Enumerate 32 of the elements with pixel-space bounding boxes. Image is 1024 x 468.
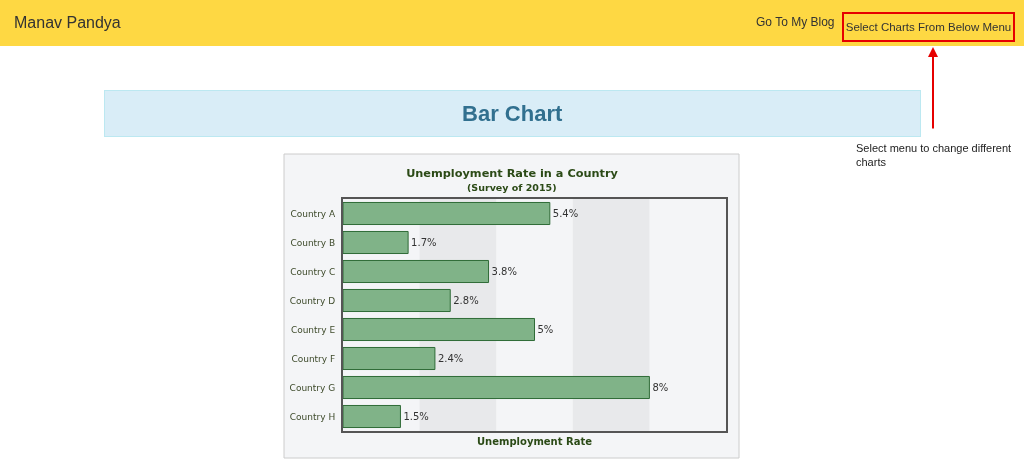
data-label: 5% xyxy=(537,324,554,335)
data-label: 5.4% xyxy=(552,208,579,219)
y-tick-label: Country C xyxy=(290,266,336,277)
y-tick-label: Country F xyxy=(291,353,336,364)
y-tick-label: Country A xyxy=(290,208,337,219)
text: Manav Pandya xyxy=(14,14,121,31)
bar xyxy=(343,404,401,429)
y-tick-label: Country G xyxy=(289,382,336,393)
data-label: 1.7% xyxy=(411,237,437,248)
data-label: 2.4% xyxy=(437,353,464,364)
bar xyxy=(343,230,409,255)
bar xyxy=(343,259,490,284)
bar xyxy=(343,346,436,371)
text: Bar Chart xyxy=(462,101,563,126)
chart-subtitle: (Survey of 2015) xyxy=(467,182,557,193)
x-axis-title: Unemployment Rate xyxy=(476,436,593,447)
text: Select Charts From Below Menu xyxy=(845,21,1012,33)
data-label: 1.5% xyxy=(403,411,429,422)
bar xyxy=(343,201,551,226)
y-tick-label: Country D xyxy=(289,295,336,306)
data-label: 8% xyxy=(652,382,669,393)
y-tick-label: Country B xyxy=(290,237,336,248)
bar xyxy=(343,317,535,342)
bar xyxy=(343,375,650,400)
chart-title: Unemployment Rate in a Country xyxy=(406,166,619,180)
text: Select menu to change different charts xyxy=(856,142,1012,169)
data-label: 3.8% xyxy=(491,266,517,277)
bar xyxy=(343,288,451,313)
text: Go To My Blog xyxy=(756,15,835,29)
y-tick-label: Country E xyxy=(290,324,336,335)
data-label: 2.8% xyxy=(453,295,479,306)
y-tick-label: Country H xyxy=(289,411,336,422)
